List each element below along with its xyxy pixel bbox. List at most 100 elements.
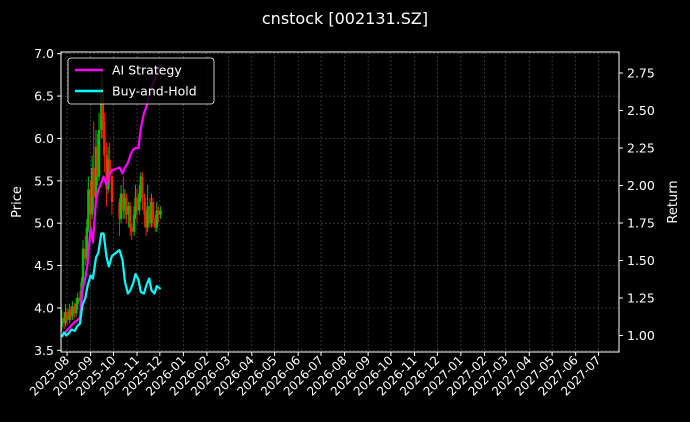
- candle-body: [144, 214, 148, 228]
- right-tick-label: 2.75: [627, 66, 655, 81]
- right-axis-label: Return: [666, 180, 681, 223]
- candle: [159, 206, 162, 219]
- candle: [105, 142, 108, 207]
- candle-body: [150, 202, 153, 224]
- candle-body: [134, 197, 137, 215]
- candle-body: [135, 197, 139, 211]
- candle-body: [138, 193, 141, 211]
- candle: [148, 197, 152, 228]
- left-axis-label: Price: [10, 186, 25, 218]
- candle-body: [94, 146, 98, 198]
- candle-body: [122, 193, 125, 211]
- candle: [94, 129, 98, 207]
- candle: [128, 202, 132, 236]
- candle: [119, 185, 123, 224]
- candle-body: [62, 318, 66, 324]
- candle-body: [92, 168, 95, 198]
- candle: [141, 172, 144, 211]
- candle: [81, 240, 85, 285]
- candle: [87, 176, 90, 232]
- candle: [138, 185, 141, 215]
- candle-body: [103, 121, 106, 156]
- candle: [125, 193, 128, 224]
- candle-body: [128, 206, 132, 228]
- candle-body: [71, 306, 74, 317]
- candle-body: [97, 129, 101, 177]
- candle: [151, 197, 155, 228]
- candle: [89, 180, 92, 228]
- series-line-buy-and-hold: [60, 232, 162, 338]
- right-tick-label: 1.75: [627, 216, 655, 231]
- right-tick-label: 2.00: [627, 178, 655, 193]
- candle-body: [143, 197, 146, 215]
- left-tick-label: 5.5: [34, 173, 54, 188]
- candle-body: [96, 146, 99, 177]
- candle: [84, 235, 87, 266]
- candle-body: [60, 318, 63, 327]
- candle-body: [141, 176, 144, 198]
- candle: [144, 210, 148, 236]
- candle-body: [75, 303, 78, 314]
- left-y-axis: 3.5 4.0 4.5 5.0 5.5 6.0 6.5 7.0: [34, 46, 61, 358]
- candle-body: [159, 210, 162, 215]
- candle-body: [85, 227, 89, 259]
- legend-label-buy-and-hold: Buy-and-Hold: [112, 84, 197, 99]
- candle-body: [123, 197, 127, 211]
- candle-body: [65, 312, 69, 320]
- candle: [132, 206, 136, 236]
- candle-body: [68, 309, 71, 320]
- candle-body: [105, 155, 108, 190]
- candle-body: [118, 202, 121, 219]
- candle-body: [151, 202, 155, 219]
- candle: [122, 176, 125, 219]
- candle: [85, 218, 89, 262]
- candle-body: [110, 176, 114, 202]
- candle: [71, 301, 74, 320]
- candle: [118, 197, 121, 236]
- candle: [65, 307, 69, 325]
- legend-label-ai-strategy: AI Strategy: [112, 63, 182, 78]
- candle: [97, 113, 101, 181]
- candle: [127, 202, 130, 228]
- candle: [69, 306, 73, 321]
- candle-body: [100, 87, 103, 130]
- right-y-axis: 1.00 1.25 1.50 1.75 2.00 2.25 2.50 2.75: [619, 66, 655, 343]
- candle-body: [132, 214, 136, 232]
- candle: [135, 189, 139, 224]
- candlestick-series: [60, 70, 162, 332]
- left-tick-label: 3.5: [34, 343, 54, 358]
- candle-body: [69, 309, 73, 317]
- candle-body: [76, 297, 79, 304]
- candle-body: [90, 168, 94, 215]
- candle: [92, 121, 95, 211]
- series-line-ai-strategy: [61, 64, 162, 337]
- left-tick-label: 4.0: [34, 300, 54, 315]
- candle: [157, 206, 160, 224]
- candle: [130, 223, 133, 241]
- candle-body: [154, 218, 157, 228]
- chart-legend: AI Strategy Buy-and-Hold: [67, 57, 215, 105]
- x-axis: 2025-082025-092025-102025-112025-122026-…: [27, 352, 604, 399]
- candle: [76, 292, 79, 310]
- candle: [73, 302, 76, 319]
- candle: [64, 303, 67, 327]
- candle: [90, 155, 94, 219]
- candle: [134, 185, 137, 219]
- candle-body: [78, 297, 82, 302]
- left-tick-label: 4.5: [34, 258, 54, 273]
- candle: [108, 142, 111, 186]
- candle-body: [146, 206, 149, 228]
- candle-body: [73, 306, 76, 314]
- right-tick-label: 2.50: [627, 103, 655, 118]
- candle: [150, 193, 153, 228]
- candle: [103, 113, 106, 173]
- candle: [68, 303, 71, 324]
- candle: [154, 214, 157, 232]
- candle-body: [139, 176, 143, 194]
- candle-body: [101, 87, 105, 122]
- candle-body: [87, 189, 90, 228]
- candle-body: [119, 193, 123, 219]
- candle: [75, 297, 78, 317]
- line-series: [60, 64, 162, 338]
